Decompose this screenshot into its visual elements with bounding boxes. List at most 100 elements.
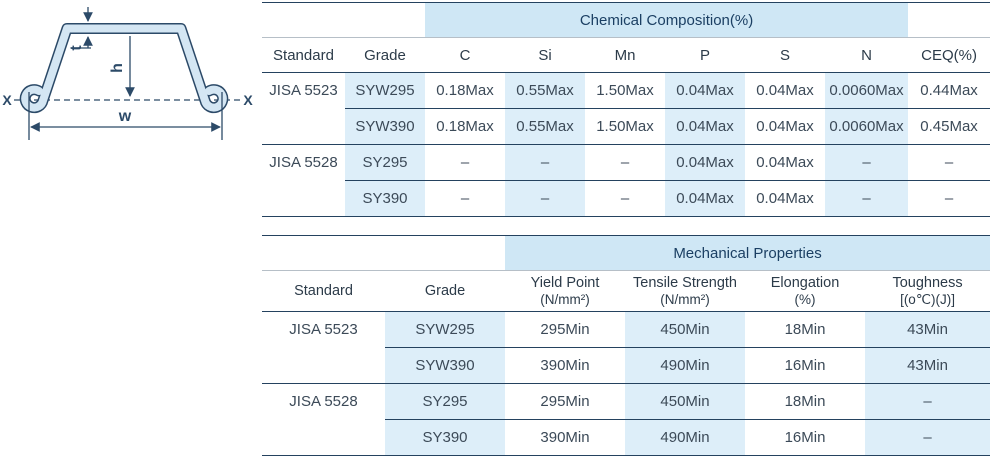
value-cell: – xyxy=(865,419,991,456)
value-cell: 0.0060Max xyxy=(825,72,909,109)
grade-cell: SY295 xyxy=(385,383,505,420)
band-spacer xyxy=(908,2,991,38)
value-cell: – xyxy=(908,144,991,181)
mechanical-band-row: Mechanical Properties xyxy=(262,235,991,271)
value-cell: 1.50Max xyxy=(585,108,665,145)
value-cell: 390Min xyxy=(505,419,625,456)
value-cell: – xyxy=(425,180,505,217)
column-header-elongation: Elongation (%) xyxy=(745,270,865,312)
standard-cell: JISA 5528 xyxy=(262,383,385,420)
value-cell: 0.18Max xyxy=(436,82,494,99)
value-cell: 16Min xyxy=(745,347,865,384)
grade-cell: SYW390 xyxy=(385,347,505,384)
value-cell: 0.04Max xyxy=(665,180,745,217)
band-spacer xyxy=(262,235,505,271)
column-header-tensile-strength: Tensile Strength (N/mm²) xyxy=(625,270,745,312)
dim-label-w: w xyxy=(118,108,132,125)
column-header-si: Si xyxy=(505,37,585,73)
standard-cell xyxy=(262,419,385,456)
header-line2: (N/mm²) xyxy=(660,291,710,307)
header-line2: (%) xyxy=(794,291,816,307)
value-cell: 0.55Max xyxy=(505,108,585,145)
value-cell: 43Min xyxy=(865,311,991,348)
chemical-band-row: Chemical Composition(%) xyxy=(262,2,991,38)
value-cell: 0.04Max xyxy=(745,144,825,181)
value-cell: 490Min xyxy=(625,347,745,384)
value-cell: 0.04Max xyxy=(756,82,814,99)
table-row: JISA 5528 SY295– – –0.04Max 0.04Max – – xyxy=(262,144,991,181)
standard-cell: JISA 5528 xyxy=(262,144,345,181)
chemical-header-row: Standard Grade C Si Mn P S N CEQ(%) xyxy=(262,37,991,73)
value-cell: 0.55Max xyxy=(505,72,585,109)
standard-cell: JISA 5523 xyxy=(269,82,338,100)
table-row: SYW390 0.18Max 0.55Max 1.50Max 0.04Max 0.04Ma… xyxy=(262,108,991,145)
chemical-composition-table: Chemical Composition(%) Standard Grade C… xyxy=(262,2,991,217)
value-cell: 450Min xyxy=(625,311,745,348)
value-cell: 0.45Max xyxy=(908,108,991,145)
grade-cell: SY390 xyxy=(385,419,505,456)
dim-label-t: t xyxy=(68,45,85,51)
column-header-mn: Mn xyxy=(585,37,665,73)
table-row: JISA 5528 SY295 295Min 450Min 18Min – xyxy=(262,383,991,420)
axis-label-x-left: X xyxy=(2,92,12,108)
value-cell: 43Min xyxy=(865,347,991,384)
grade-cell: SY295 xyxy=(345,144,425,181)
sheet-pile-cross-section-diagram: t h w X X xyxy=(2,7,253,140)
value-cell: 390Min xyxy=(505,347,625,384)
axis-label-x-right: X xyxy=(243,92,253,108)
header-line1: Elongation xyxy=(770,274,840,291)
header-line2: [(o℃)(J)] xyxy=(900,291,955,307)
column-header-n: N xyxy=(825,37,909,73)
dim-label-h: h xyxy=(109,63,126,73)
value-cell: 16Min xyxy=(745,419,865,456)
grade-cell: SYW390 xyxy=(345,108,425,145)
table-row: SYW390 390Min 490Min 16Min 43Min xyxy=(262,347,991,384)
value-cell: 18Min xyxy=(745,383,865,420)
column-header-standard: Standard xyxy=(262,37,345,73)
mechanical-header-row: Standard Grade Yield Point (N/mm²) Tensi… xyxy=(262,270,991,312)
grade-cell: SY390 xyxy=(345,180,425,217)
table-row: JISA 5523 SYW295 295Min 450Min 18Min 43Min xyxy=(262,311,991,348)
standard-cell xyxy=(262,180,345,217)
table-row: SY390 390Min 490Min 16Min – xyxy=(262,419,991,456)
column-header-s: S xyxy=(745,37,825,73)
column-header-toughness: Toughness [(o℃)(J)] xyxy=(865,270,991,312)
header-line1: Grade xyxy=(424,282,466,299)
column-header-standard: Standard xyxy=(262,270,385,312)
header-line1: Yield Point xyxy=(530,274,600,291)
column-header-p: P xyxy=(665,37,745,73)
value-cell: 0.18Max xyxy=(425,108,505,145)
value-cell: – xyxy=(825,144,909,181)
value-cell: 490Min xyxy=(625,419,745,456)
value-cell: 295Min xyxy=(540,321,590,338)
value-cell: 0.04Max xyxy=(665,108,745,145)
header-line1: Tensile Strength xyxy=(633,274,737,291)
table-row: SY390– – –0.04Max 0.04Max – – xyxy=(262,180,991,217)
header-line2: (N/mm²) xyxy=(540,291,590,307)
table-row: JISA 5523 SYW295 0.18Max 0.55Max 1.50Max 0.04… xyxy=(262,72,990,109)
value-cell: 450Min xyxy=(625,383,745,420)
chemical-band-title: Chemical Composition(%) xyxy=(425,2,909,38)
value-cell: 0.04Max xyxy=(665,144,745,181)
value-cell: – xyxy=(585,180,665,217)
value-cell: – xyxy=(585,144,665,181)
value-cell: – xyxy=(505,144,585,181)
value-cell: 0.04Max xyxy=(665,72,745,109)
header-line1: Standard xyxy=(294,282,353,299)
value-cell: 1.50Max xyxy=(596,82,654,99)
value-cell: – xyxy=(908,180,991,217)
grade-cell: SYW295 xyxy=(385,311,505,348)
standard-cell: JISA 5523 xyxy=(289,321,358,339)
value-cell: – xyxy=(425,144,505,181)
column-header-ceq: CEQ(%) xyxy=(908,37,991,73)
column-header-yield-point: Yield Point (N/mm²) xyxy=(505,270,625,312)
value-cell: 0.44Max xyxy=(920,82,978,99)
value-cell: 0.04Max xyxy=(745,108,825,145)
grade-cell: SYW295 xyxy=(345,72,425,109)
header-line1: Toughness xyxy=(892,274,963,291)
value-cell: 0.0060Max xyxy=(825,108,909,145)
band-spacer xyxy=(262,2,425,38)
column-header-grade: Grade xyxy=(345,37,425,73)
value-cell: 18Min xyxy=(784,321,826,338)
